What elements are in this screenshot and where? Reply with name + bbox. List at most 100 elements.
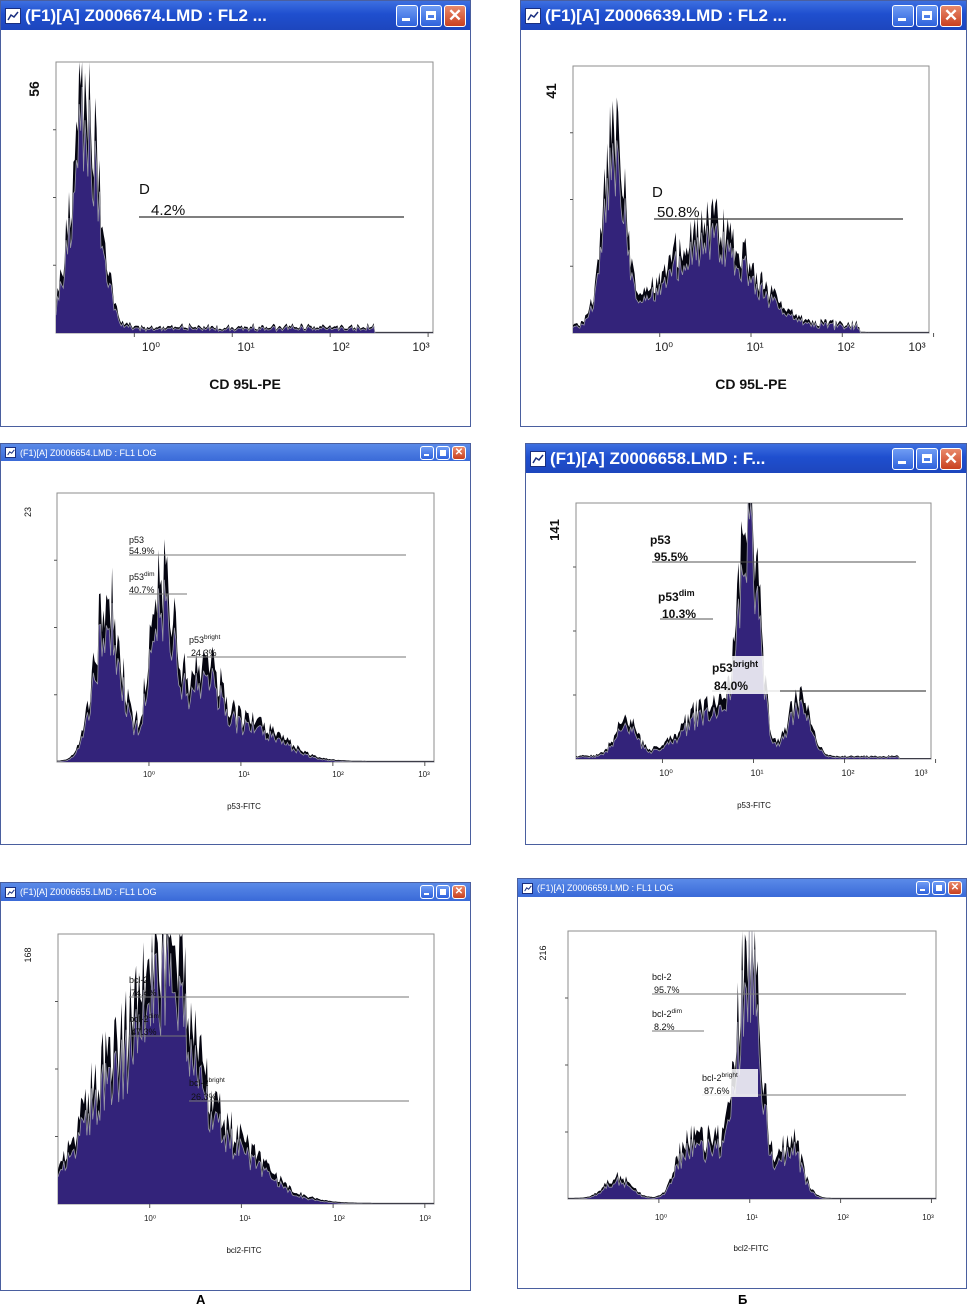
histogram-fill <box>576 503 931 759</box>
tick-label-2: 10² <box>332 340 349 354</box>
histogram-chart: 216 10⁰ 10¹ 10² 10³ bcl2-FITC bcl-2 95.7… <box>538 930 937 1253</box>
maximize-button[interactable] <box>916 4 938 27</box>
close-icon: ✕ <box>943 6 959 25</box>
histogram-outline <box>575 502 931 760</box>
y-max-label: 41 <box>543 83 559 99</box>
gate-name-bcl2dim-sup: dim <box>672 1008 682 1015</box>
caption-right: Б <box>738 1292 748 1307</box>
close-icon: ✕ <box>454 446 464 458</box>
gate-name-p53: p53 <box>650 533 671 547</box>
minimize-icon <box>421 886 433 898</box>
tick-label-3: 10³ <box>908 340 925 354</box>
gate-name-bcl2dim-base: bcl-2 <box>129 1014 149 1024</box>
gate-name-p53dim-sup: dim <box>144 571 154 578</box>
chart-app-icon <box>525 7 541 24</box>
gate-percent-bcl2dim: 47.3% <box>131 1027 157 1037</box>
gate-percent-p53: 95.5% <box>654 550 688 564</box>
gate-name-bcl2bright: bcl-2bright <box>189 1077 225 1088</box>
gate-percent-bcl2: 95.7% <box>654 985 680 995</box>
histogram-chart: 168 10⁰ 10¹ 10² 10³ bcl2-FITC bcl-2 74.4… <box>23 933 435 1255</box>
minimize-button[interactable] <box>892 4 914 27</box>
x-axis-label: p53-FITC <box>227 802 261 811</box>
maximize-icon <box>917 6 937 26</box>
gate-name-bcl2bright-base: bcl-2 <box>702 1073 722 1083</box>
maximize-icon <box>917 449 937 469</box>
tick-label-0: 10⁰ <box>659 768 673 778</box>
minimize-button[interactable] <box>396 4 418 27</box>
minimize-icon <box>421 447 433 459</box>
histogram-outline <box>57 933 434 1205</box>
histogram-chart: 23 10⁰ 10¹ 10² 10³ p53-FITC p53 54.9% p5… <box>23 492 435 811</box>
gate-name-p53bright: p53bright <box>712 659 758 675</box>
gate-name-d: D <box>139 181 150 198</box>
minimize-button[interactable] <box>420 445 434 460</box>
maximize-button[interactable] <box>436 445 450 460</box>
maximize-button[interactable] <box>916 447 938 470</box>
histogram-window-bcl2-b: (F1)[A] Z0006659.LMD : FL1 LOG ✕ 216 10⁰… <box>517 878 967 1289</box>
gate-name-p53bright-base: p53 <box>712 661 733 675</box>
histogram-envelope <box>573 97 929 334</box>
gate-name-p53bright-base: p53 <box>189 635 204 645</box>
histogram-area <box>565 930 936 1203</box>
window-titlebar[interactable]: (F1)[A] Z0006655.LMD : FL1 LOG ✕ <box>1 883 470 901</box>
y-max-label: 216 <box>538 945 548 960</box>
close-button[interactable]: ✕ <box>948 881 962 895</box>
maximize-button[interactable] <box>436 885 450 899</box>
close-button[interactable]: ✕ <box>444 4 466 27</box>
histogram-envelope <box>56 62 433 333</box>
gate-percent-bcl2dim: 8.2% <box>654 1022 675 1032</box>
close-icon: ✕ <box>943 449 959 468</box>
maximize-button[interactable] <box>932 881 946 895</box>
tick-label-1: 10¹ <box>239 1214 251 1223</box>
minimize-button[interactable] <box>420 885 434 899</box>
tick-label-1: 10¹ <box>238 770 250 779</box>
gate-name-bcl2dim: bcl-2dim <box>129 1013 159 1024</box>
y-max-label: 141 <box>547 519 562 541</box>
close-button[interactable]: ✕ <box>940 4 962 27</box>
chart-app-icon <box>5 447 16 458</box>
histogram-outline <box>55 86 433 334</box>
histogram-area <box>573 502 937 763</box>
histogram-fill <box>58 934 434 1204</box>
gate-percent-p53bright: 84.0% <box>714 679 748 693</box>
minimize-button[interactable] <box>892 447 914 470</box>
tick-label-2: 10² <box>837 1213 849 1222</box>
gate-name-p53bright-sup: bright <box>204 634 220 641</box>
tick-label-1: 10¹ <box>750 768 763 778</box>
histogram-window-cd95l-a: (F1)[A] Z0006674.LMD : FL2 ... ✕ 56 10⁰ … <box>0 0 471 427</box>
chart-app-icon <box>530 450 546 467</box>
window-titlebar[interactable]: (F1)[A] Z0006658.LMD : F... ✕ <box>526 444 966 473</box>
gate-name-bcl2bright-sup: bright <box>722 1072 738 1079</box>
tick-label-3: 10³ <box>914 768 927 778</box>
gate-name-bcl2dim-base: bcl-2 <box>652 1009 672 1019</box>
gate-name-p53: p53 <box>129 535 144 545</box>
maximize-icon <box>421 6 441 26</box>
histogram-fill <box>568 931 936 1199</box>
gate-name-bcl2bright-base: bcl-2 <box>189 1078 209 1088</box>
x-axis-label: bcl2-FITC <box>733 1244 768 1253</box>
close-button[interactable]: ✕ <box>452 885 466 899</box>
gate-percent-bcl2: 74.4% <box>131 988 157 998</box>
gate-name-p53dim-base: p53 <box>129 572 144 582</box>
close-button[interactable]: ✕ <box>940 447 962 470</box>
minimize-button[interactable] <box>916 881 930 895</box>
tick-label-3: 10³ <box>922 1213 934 1222</box>
gate-name-p53bright: p53bright <box>189 634 220 645</box>
window-titlebar[interactable]: (F1)[A] Z0006674.LMD : FL2 ... ✕ <box>1 1 470 30</box>
gate-name-bcl2bright: bcl-2bright <box>702 1072 738 1083</box>
close-button[interactable]: ✕ <box>452 445 466 460</box>
gate-name-p53dim: p53dim <box>129 571 155 582</box>
gate-percent-p53dim: 40.7% <box>129 585 155 595</box>
maximize-button[interactable] <box>420 4 442 27</box>
gate-name-bcl2dim: bcl-2dim <box>652 1008 682 1019</box>
gate-percent-d: 50.8% <box>657 204 700 221</box>
tick-label-2: 10² <box>333 1214 345 1223</box>
minimize-icon <box>893 449 913 469</box>
window-titlebar[interactable]: (F1)[A] Z0006654.LMD : FL1 LOG ✕ <box>1 444 470 461</box>
tick-label-0: 10⁰ <box>144 1214 156 1223</box>
window-titlebar[interactable]: (F1)[A] Z0006659.LMD : FL1 LOG ✕ <box>518 879 966 897</box>
gate-percent-p53: 54.9% <box>129 546 155 556</box>
maximize-icon <box>437 447 449 459</box>
window-titlebar[interactable]: (F1)[A] Z0006639.LMD : FL2 ... ✕ <box>521 1 966 30</box>
tick-label-3: 10³ <box>418 770 430 779</box>
